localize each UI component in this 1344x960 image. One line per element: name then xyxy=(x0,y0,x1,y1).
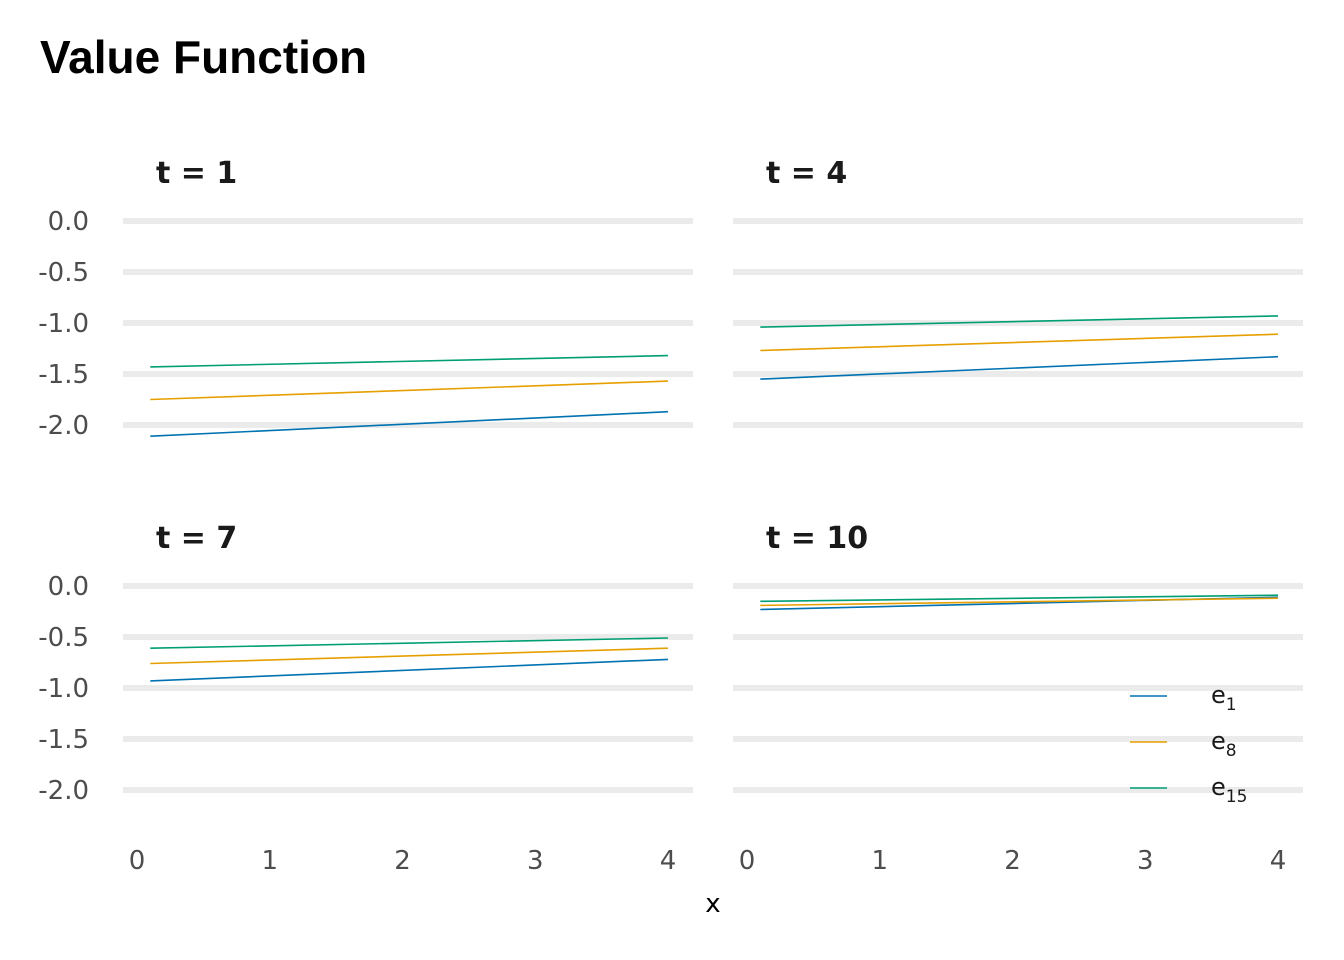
legend-label: e8 xyxy=(1211,727,1237,761)
y-tick-label: -1.0 xyxy=(38,674,89,704)
panel-4: t = 10 xyxy=(733,521,1303,793)
legend-label: e15 xyxy=(1211,773,1247,807)
series-line-e1 xyxy=(150,658,669,682)
panels: 0.0 -0.5 -1.0 -1.5 -2.0 t = 1 t = 4 0.0 -0.5 -1.0… xyxy=(38,156,1303,806)
x-tick-label: 3 xyxy=(527,846,544,876)
y-tick-label: -2.0 xyxy=(38,776,89,806)
x-tick-label: 1 xyxy=(871,846,888,876)
panel-3: 0.0 -0.5 -1.0 -1.5 -2.0 t = 7 xyxy=(38,521,693,806)
series-line-e15 xyxy=(150,354,669,368)
x-tick-label: 0 xyxy=(129,846,146,876)
series-line-e1 xyxy=(760,355,1279,380)
x-tick-label: 1 xyxy=(261,846,278,876)
series-line-e15 xyxy=(150,637,669,649)
x-tick-label: 2 xyxy=(394,846,411,876)
series-line-e8 xyxy=(760,333,1279,352)
x-tick-label: 4 xyxy=(1270,846,1287,876)
panel-title: t = 10 xyxy=(766,521,868,556)
series-line-e8 xyxy=(760,597,1279,607)
y-tick-label: -1.5 xyxy=(38,360,89,390)
y-tick-label: -0.5 xyxy=(38,623,89,653)
y-tick-label: 0.0 xyxy=(48,207,89,237)
series-line-e8 xyxy=(150,380,669,401)
series-line-e8 xyxy=(150,647,669,665)
y-tick-label: -1.5 xyxy=(38,725,89,755)
panel-2: t = 4 xyxy=(733,156,1303,428)
panel-title: t = 1 xyxy=(156,156,237,191)
x-tick-label: 3 xyxy=(1137,846,1154,876)
x-tick-label: 0 xyxy=(739,846,756,876)
panel-title: t = 7 xyxy=(156,521,237,556)
panel-1: 0.0 -0.5 -1.0 -1.5 -2.0 t = 1 xyxy=(38,156,693,441)
x-tick-label: 4 xyxy=(660,846,677,876)
series-line-e15 xyxy=(760,594,1279,603)
panel-title: t = 4 xyxy=(766,156,847,191)
y-tick-label: -1.0 xyxy=(38,309,89,339)
x-axis-label: x xyxy=(705,889,720,919)
y-tick-label: -0.5 xyxy=(38,258,89,288)
series-line-e15 xyxy=(760,315,1279,328)
chart-title: Value Function xyxy=(40,31,367,83)
series-line-e1 xyxy=(150,410,669,437)
y-tick-label: -2.0 xyxy=(38,411,89,441)
x-tick-label: 2 xyxy=(1004,846,1021,876)
y-tick-label: 0.0 xyxy=(48,572,89,602)
x-axis-ticks: 0 1 2 3 4 0 1 2 3 4 xyxy=(129,846,1287,876)
